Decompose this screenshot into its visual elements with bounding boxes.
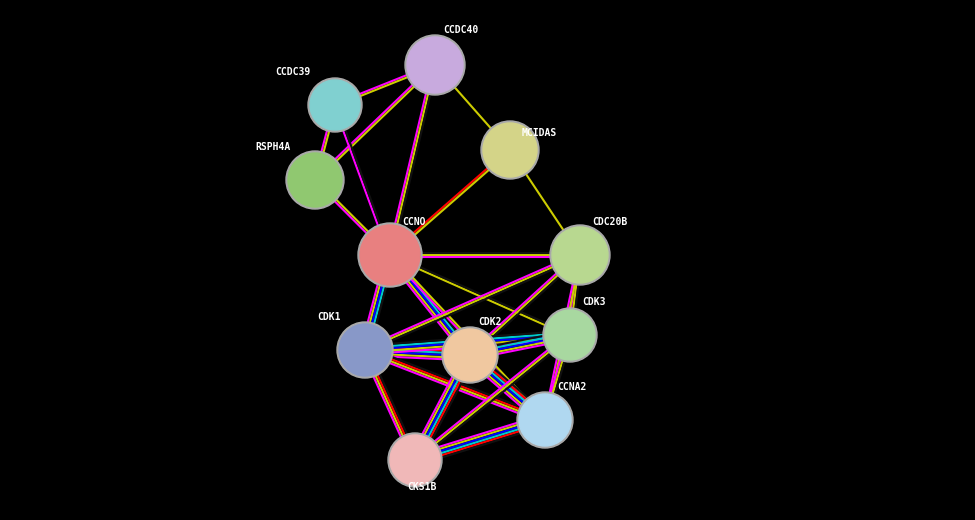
Circle shape [483, 123, 537, 177]
Text: MCIDAS: MCIDAS [522, 128, 558, 138]
Text: CKS1B: CKS1B [407, 482, 437, 492]
Text: CDK3: CDK3 [582, 297, 605, 307]
Text: CDC20B: CDC20B [592, 217, 627, 227]
Circle shape [481, 121, 539, 179]
Circle shape [519, 394, 571, 446]
Text: CCNA2: CCNA2 [557, 382, 586, 392]
Circle shape [286, 151, 344, 209]
Text: CCDC40: CCDC40 [443, 25, 479, 35]
Circle shape [407, 37, 463, 93]
Text: CDK2: CDK2 [478, 317, 501, 327]
Circle shape [288, 153, 342, 207]
Circle shape [339, 324, 391, 376]
Circle shape [405, 35, 465, 95]
Circle shape [442, 327, 498, 383]
Circle shape [545, 310, 595, 360]
Circle shape [310, 80, 360, 130]
Circle shape [360, 225, 420, 285]
Circle shape [543, 308, 597, 362]
Circle shape [444, 329, 496, 381]
Circle shape [388, 433, 442, 487]
Text: CCNO: CCNO [402, 217, 425, 227]
Circle shape [308, 78, 362, 132]
Circle shape [517, 392, 573, 448]
Circle shape [552, 227, 608, 283]
Circle shape [390, 435, 440, 485]
Text: CCDC39: CCDC39 [275, 67, 310, 77]
Text: CDK1: CDK1 [317, 312, 340, 322]
Circle shape [550, 225, 610, 285]
Circle shape [358, 223, 422, 287]
Text: RSPH4A: RSPH4A [255, 142, 291, 152]
Circle shape [337, 322, 393, 378]
